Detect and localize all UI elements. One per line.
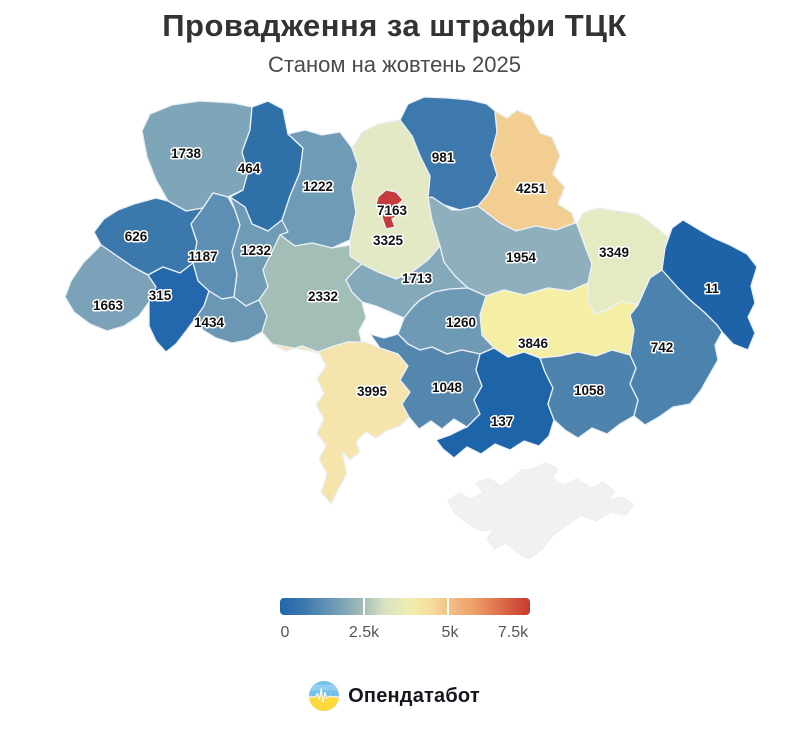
region-label-vinnytsia: 2332 xyxy=(308,289,338,304)
region-label-ternopil: 1187 xyxy=(188,249,217,264)
page-title: Провадження за штрафи ТЦК xyxy=(162,8,627,43)
legend-gradient-bar xyxy=(280,598,530,615)
legend-label-5k: 5k xyxy=(441,624,459,641)
opendatabot-logo-icon xyxy=(309,681,340,711)
region-label-kyiv-city: 7163 xyxy=(377,203,408,218)
legend-tick-line xyxy=(446,598,449,615)
page-subtitle: Станом на жовтень 2025 xyxy=(268,52,521,77)
region-label-ivano-frankivsk: 315 xyxy=(149,288,172,303)
region-label-zakarpattia: 1663 xyxy=(93,298,124,313)
region-ivano-frankivsk xyxy=(147,262,210,353)
region-label-zhytomyr: 1222 xyxy=(303,179,333,194)
region-label-donetsk: 742 xyxy=(651,340,674,355)
region-label-mykolaiv: 1048 xyxy=(432,380,463,395)
legend-label-7-5k: 7.5k xyxy=(497,624,529,641)
legend-label-2-5k: 2.5k xyxy=(348,624,380,641)
region-label-kyiv-oblast: 3325 xyxy=(373,233,404,248)
region-label-lviv: 626 xyxy=(125,229,148,244)
region-label-khmelnytskyi: 1232 xyxy=(241,243,271,258)
region-label-chernihiv: 981 xyxy=(432,150,455,165)
region-label-kherson: 137 xyxy=(491,414,514,429)
region-label-dnipropetrovsk: 3846 xyxy=(518,336,549,351)
region-label-poltava: 1954 xyxy=(506,250,537,265)
region-label-cherkasy: 1713 xyxy=(402,271,433,286)
region-label-rivne: 464 xyxy=(238,161,261,176)
region-label-luhansk: 11 xyxy=(705,281,720,296)
region-zaporizhzhia xyxy=(539,349,639,439)
region-chernivtsi xyxy=(194,290,268,344)
region-sumy xyxy=(477,109,576,232)
brand-name: Опендатабот xyxy=(348,684,480,707)
region-label-volyn: 1738 xyxy=(171,146,202,161)
region-zhytomyr xyxy=(279,129,359,249)
region-label-odesa: 3995 xyxy=(357,384,388,399)
region-label-zaporizhzhia: 1058 xyxy=(574,383,605,398)
region-odesa xyxy=(271,341,411,505)
region-label-kirovohrad: 1260 xyxy=(446,315,476,330)
region-crimea xyxy=(447,462,635,560)
legend-tick-line xyxy=(363,598,366,615)
region-label-chernivtsi: 1434 xyxy=(194,315,225,330)
legend-label-0: 0 xyxy=(280,624,290,641)
region-zakarpattia xyxy=(64,244,157,332)
footer-brand: Опендатабот xyxy=(0,681,789,711)
region-kyiv-city xyxy=(375,189,404,230)
region-label-sumy: 4251 xyxy=(516,181,547,196)
region-label-kharkiv: 3349 xyxy=(599,245,629,260)
